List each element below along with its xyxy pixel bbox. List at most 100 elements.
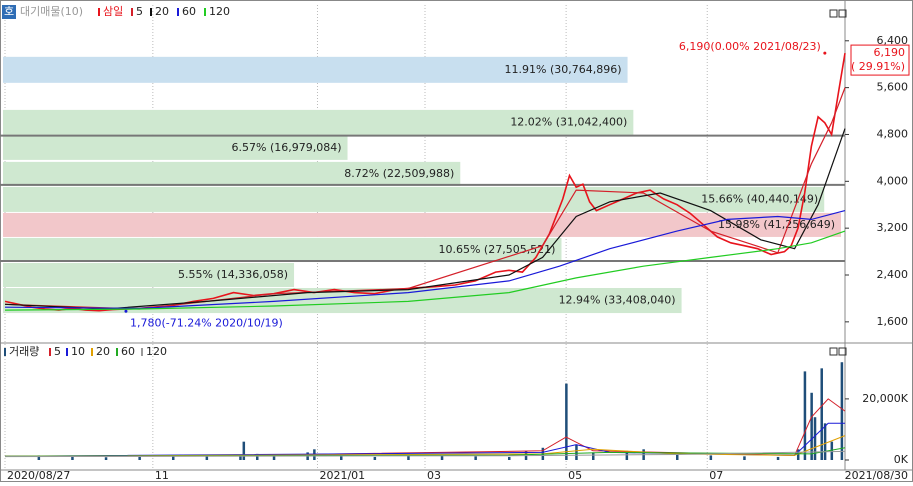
volume-bar — [709, 455, 713, 460]
volume-profile-bar — [3, 109, 634, 135]
volume-bar — [676, 453, 679, 460]
legend-label: 20 — [155, 5, 169, 18]
volume-profile-label: 8.72% (22,509,988) — [344, 167, 454, 180]
legend-swatch — [116, 348, 118, 356]
ma-line — [4, 230, 846, 311]
volume-profile-bar — [3, 263, 295, 288]
volume-bar — [565, 383, 568, 460]
volume-profile-label: 10.65% (27,505,521) — [438, 243, 555, 256]
volume-profile-label: 12.94% (33,408,040) — [559, 294, 676, 307]
legend-swatch — [4, 348, 6, 356]
legend-label: 120 — [146, 345, 167, 358]
y-tick-label: 6,400 — [877, 34, 909, 47]
annotation: 6,190(0.00% 2021/08/23) — [679, 40, 821, 53]
volume-profile-bar — [3, 237, 562, 263]
volume-profile-label: 6.57% (16,979,084) — [232, 141, 342, 154]
ma-line — [4, 87, 846, 310]
legend-label: 거래량 — [9, 345, 39, 358]
legend-tag: 호 — [4, 5, 14, 18]
legend-swatch — [98, 8, 100, 16]
volume-bar — [830, 441, 834, 460]
volume-bar — [242, 441, 246, 460]
x-tick-label: 2020/08/27 — [7, 469, 70, 482]
y-tick-label: 4,000 — [877, 174, 909, 187]
volume-bar — [373, 456, 377, 460]
x-tick-label: 2021/08/30 — [845, 469, 908, 482]
volume-profile-label: 12.02% (31,042,400) — [510, 115, 627, 128]
last-price-label: 6,190 — [874, 46, 906, 59]
volume-profile-bar — [3, 56, 628, 83]
volume-bar — [776, 456, 780, 460]
x-tick-label: 03 — [427, 469, 441, 482]
legend-label: 삼일 — [103, 4, 123, 18]
volume-bar — [813, 417, 817, 460]
volume-bar — [37, 455, 41, 460]
legend-label: 5 — [136, 5, 143, 18]
x-tick-label: 05 — [568, 469, 582, 482]
volume-bar — [440, 455, 444, 460]
volume-bar — [592, 452, 595, 460]
legend-swatch — [141, 348, 143, 356]
volume-bar — [104, 457, 108, 460]
panel-button[interactable] — [829, 347, 838, 356]
annotation: 1,780(-71.24% 2020/10/19) — [130, 316, 283, 329]
volume-bar — [743, 456, 746, 460]
volume-bar — [840, 362, 844, 460]
legend-swatch — [66, 348, 68, 356]
ma-line — [4, 210, 846, 310]
x-tick-label: 2021/01 — [319, 469, 365, 482]
volume-bar — [239, 454, 242, 460]
x-tick-label: 07 — [709, 469, 723, 482]
panel-button[interactable] — [829, 9, 838, 18]
volume-bar — [823, 423, 827, 460]
volume-bar — [810, 392, 813, 460]
legend-label: 20 — [96, 345, 110, 358]
volume-profile-label: 11.91% (30,764,896) — [505, 63, 622, 76]
ma-line — [4, 128, 846, 310]
legend-swatch — [131, 8, 133, 16]
volume-bar — [256, 453, 259, 460]
legend-label: 10 — [71, 345, 85, 358]
volume-ma-line — [4, 450, 846, 458]
legend-swatch — [91, 348, 93, 356]
volume-profile-bar — [3, 212, 841, 237]
volume-bar — [803, 371, 807, 460]
legend-label: 60 — [121, 345, 135, 358]
volume-bar — [575, 444, 578, 460]
last-price-box — [850, 44, 910, 76]
volume-profile-label: 5.55% (14,336,058) — [178, 268, 288, 281]
legend-label: 120 — [209, 5, 230, 18]
volume-profile-bar — [3, 186, 825, 212]
legend-swatch — [150, 8, 152, 16]
panel-button[interactable] — [838, 347, 847, 356]
legend-label: 5 — [54, 345, 61, 358]
volume-bar — [138, 456, 141, 460]
volume-bar — [508, 456, 511, 460]
volume-bar — [796, 449, 800, 460]
legend-label: 60 — [182, 5, 196, 18]
annotation-point — [124, 309, 128, 313]
legend-swatch — [49, 348, 51, 356]
volume-bar — [172, 456, 175, 460]
volume-bar — [272, 455, 276, 460]
volume-profile-bar — [3, 135, 348, 160]
y-tick-label: 20,000K — [862, 392, 908, 405]
volume-bar — [820, 368, 823, 460]
volume-bar — [205, 456, 209, 460]
legend-tag-box — [2, 5, 16, 19]
y-tick-label: 0K — [894, 453, 909, 466]
annotation-point — [823, 51, 827, 55]
y-tick-label: 4,800 — [877, 127, 909, 140]
legend-title: 대기매물(10) — [20, 5, 83, 18]
volume-profile-bar — [3, 161, 461, 186]
change-label: ( 29.91%) — [851, 60, 905, 73]
y-tick-label: 5,600 — [877, 81, 909, 94]
y-tick-label: 3,200 — [877, 221, 909, 234]
x-tick-label: 11 — [155, 469, 169, 482]
volume-bar — [407, 456, 410, 460]
volume-profile-label: 15.66% (40,440,149) — [701, 192, 818, 205]
legend-swatch — [177, 8, 179, 16]
panel-button[interactable] — [838, 9, 847, 18]
volume-bar — [474, 456, 477, 460]
